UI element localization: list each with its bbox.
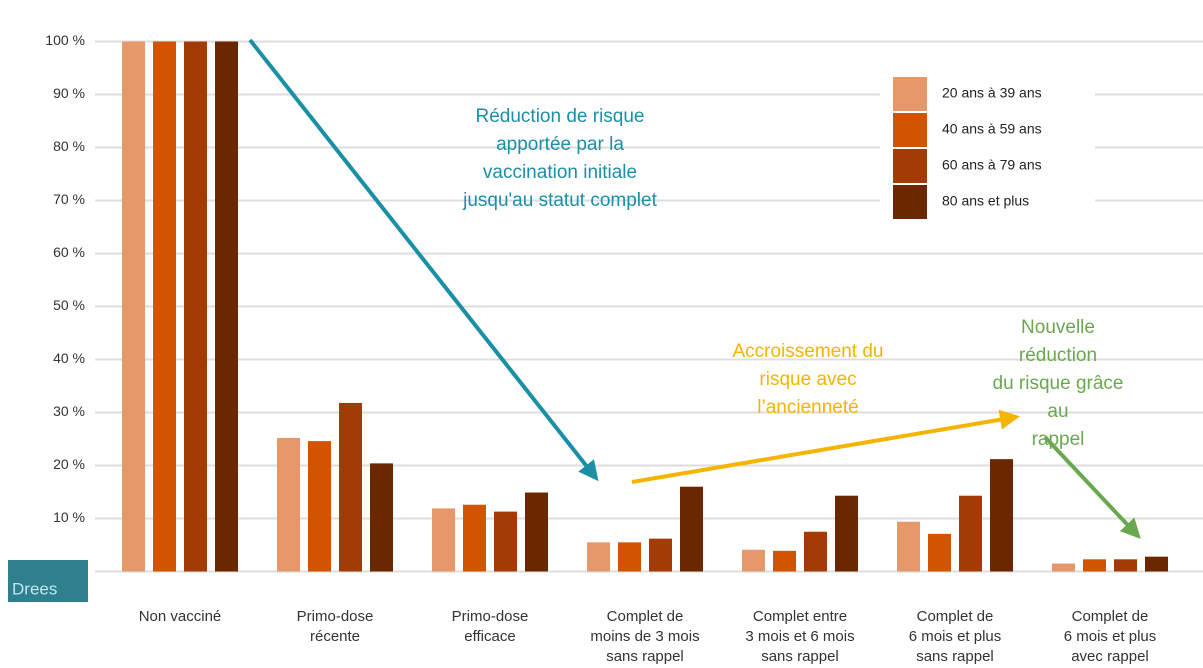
bar (184, 41, 207, 572)
legend-label: 60 ans à 79 ans (942, 157, 1042, 173)
legend-swatch (893, 185, 927, 219)
y-tick-label: 20 % (53, 456, 85, 472)
legend-label: 20 ans à 39 ans (942, 85, 1042, 101)
x-tick-label: Complet de 6 mois et plus sans rappel (908, 608, 1002, 665)
legend-label: 40 ans à 59 ans (942, 121, 1042, 137)
x-tick-label: Complet de 6 mois et plus avec rappel (1063, 608, 1157, 665)
legend-swatch (893, 77, 927, 111)
arrow (248, 38, 599, 482)
x-tick-label: Complet de moins de 3 mois sans rappel (590, 608, 700, 665)
bar (494, 511, 517, 572)
logo-box (8, 560, 88, 602)
y-tick-label: 100 % (45, 32, 85, 48)
bar (463, 504, 486, 572)
bar (122, 41, 145, 572)
bar (1052, 563, 1075, 572)
y-tick-label: 60 % (53, 244, 85, 260)
bar (804, 531, 827, 572)
bar (928, 533, 951, 572)
arrow (1043, 435, 1141, 539)
bar (618, 542, 641, 572)
bar (649, 538, 672, 572)
y-tick-label: 70 % (53, 191, 85, 207)
bar (153, 41, 176, 572)
bar (1114, 559, 1137, 572)
y-tick-label: 50 % (53, 297, 85, 313)
bar (835, 495, 858, 572)
y-tick-label: 40 % (53, 350, 85, 366)
legend-swatch (893, 149, 927, 183)
logo: Drees (12, 579, 57, 598)
bar (959, 495, 982, 572)
bar (525, 492, 548, 572)
bar (897, 521, 920, 572)
bar (773, 550, 796, 572)
annotation: Nouvelle réduction du risque grâce au ra… (992, 317, 1124, 450)
annotation: Réduction de risque apportée par la vacc… (463, 106, 657, 211)
y-tick-label: 30 % (53, 403, 85, 419)
y-tick-label: 80 % (53, 138, 85, 154)
bar (277, 437, 300, 572)
x-tick-label: Primo-dose récente (296, 608, 374, 645)
bar (370, 463, 393, 572)
bar (1083, 559, 1106, 572)
legend-label: 80 ans et plus (942, 193, 1029, 209)
bar (215, 41, 238, 572)
bar (339, 402, 362, 572)
bar (742, 549, 765, 572)
x-tick-label: Non vacciné (138, 608, 222, 625)
bar (432, 508, 455, 572)
bar (990, 459, 1013, 572)
y-tick-label: 10 % (53, 509, 85, 525)
bar (587, 542, 610, 572)
legend-swatch (893, 113, 927, 147)
y-tick-label: 90 % (53, 85, 85, 101)
bar (308, 441, 331, 572)
bar (1145, 556, 1168, 572)
bar (680, 486, 703, 572)
annotation: Accroissement du risque avec l’anciennet… (732, 341, 884, 418)
x-tick-label: Complet entre 3 mois et 6 mois sans rapp… (745, 608, 855, 665)
x-tick-label: Primo-dose efficace (451, 608, 529, 645)
arrow (631, 409, 1020, 484)
